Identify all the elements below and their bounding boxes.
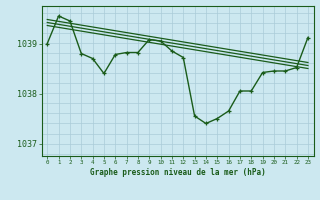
X-axis label: Graphe pression niveau de la mer (hPa): Graphe pression niveau de la mer (hPa) <box>90 168 266 177</box>
